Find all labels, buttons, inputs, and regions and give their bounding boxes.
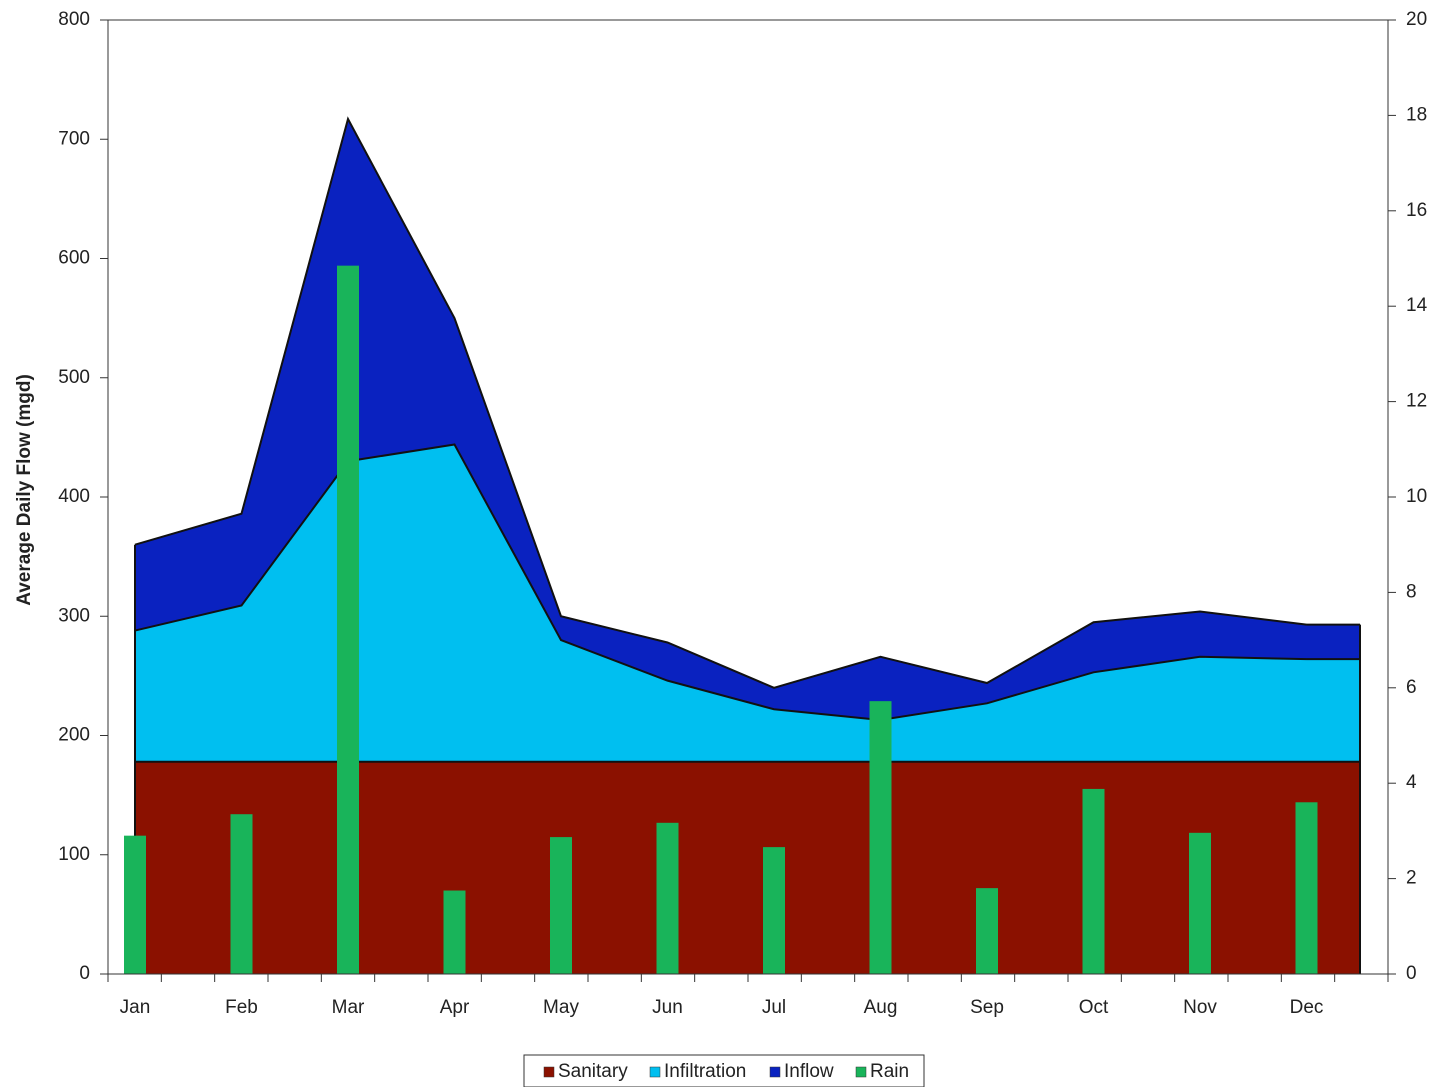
bar	[656, 822, 679, 974]
bar	[869, 701, 892, 974]
bar	[550, 837, 572, 974]
x-tick-label: Dec	[1290, 997, 1324, 1018]
area	[135, 761, 1360, 974]
area-outline	[134, 443, 1307, 722]
y2-tick-label: 2	[1406, 868, 1417, 889]
y2-tick-label: 18	[1406, 104, 1427, 125]
bar	[443, 890, 466, 974]
y2-tick-label: 4	[1406, 772, 1417, 793]
bar	[1189, 832, 1211, 974]
legend-swatch	[769, 1066, 781, 1078]
y-tick-label: 700	[58, 128, 90, 149]
legend-label: Infiltration	[664, 1061, 746, 1082]
y-tick-label: 200	[58, 725, 90, 746]
y-tick-label: 600	[58, 248, 90, 269]
legend-swatch	[543, 1066, 555, 1078]
x-tick-label: Sep	[970, 997, 1004, 1018]
area	[135, 118, 1360, 720]
y-tick-label: 100	[58, 844, 90, 865]
bar	[1295, 802, 1318, 974]
x-tick-label: Oct	[1079, 997, 1109, 1018]
y2-tick-label: 8	[1406, 581, 1417, 602]
x-tick-label: Jul	[762, 997, 786, 1018]
legend-label: Sanitary	[558, 1061, 628, 1082]
y2-tick-label: 0	[1406, 963, 1417, 984]
y-tick-label: 800	[58, 9, 90, 30]
bar	[763, 847, 785, 974]
bar	[1082, 788, 1105, 974]
y-tick-label: 500	[58, 367, 90, 388]
y-axis-label: Average Daily Flow (mgd)	[14, 374, 35, 606]
bar	[230, 814, 253, 974]
area	[135, 444, 1360, 762]
y2-tick-label: 12	[1406, 391, 1427, 412]
bar	[976, 888, 998, 974]
bar	[124, 835, 146, 974]
x-tick-label: Apr	[440, 997, 470, 1018]
x-tick-label: May	[543, 997, 579, 1018]
bar	[337, 265, 359, 974]
x-tick-label: Mar	[332, 997, 365, 1018]
y2-tick-label: 16	[1406, 200, 1427, 221]
x-tick-label: Jun	[652, 997, 683, 1018]
x-tick-label: Aug	[864, 997, 898, 1018]
legend-label: Inflow	[784, 1061, 834, 1082]
y2-tick-label: 6	[1406, 677, 1417, 698]
legend-swatch	[855, 1066, 867, 1078]
x-tick-label: Nov	[1183, 997, 1217, 1018]
x-tick-label: Jan	[120, 997, 151, 1018]
y2-tick-label: 10	[1406, 486, 1427, 507]
y-tick-label: 400	[58, 486, 90, 507]
area-outline	[134, 116, 1307, 689]
y-tick-label: 0	[79, 963, 90, 984]
y-tick-label: 300	[58, 605, 90, 626]
y2-tick-label: 20	[1406, 9, 1427, 30]
legend-swatch	[649, 1066, 661, 1078]
y2-tick-label: 14	[1406, 295, 1428, 316]
x-tick-label: Feb	[225, 997, 258, 1018]
legend-label: Rain	[870, 1061, 909, 1082]
